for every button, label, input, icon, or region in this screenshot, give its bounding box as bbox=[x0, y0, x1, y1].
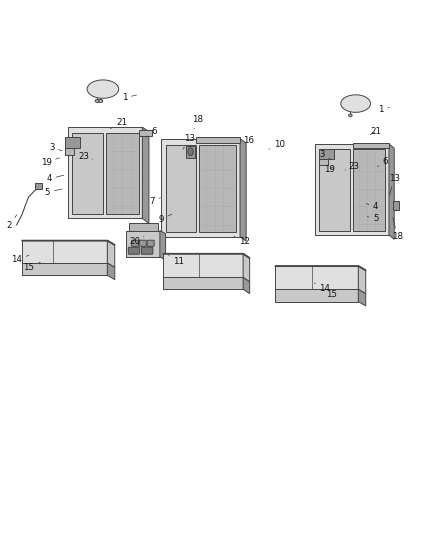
Polygon shape bbox=[389, 144, 394, 239]
Polygon shape bbox=[107, 263, 115, 280]
FancyBboxPatch shape bbox=[141, 247, 153, 254]
Text: 16: 16 bbox=[243, 136, 254, 149]
Polygon shape bbox=[163, 253, 243, 278]
Text: 4: 4 bbox=[366, 201, 378, 211]
Text: 13: 13 bbox=[183, 134, 195, 149]
Polygon shape bbox=[196, 138, 240, 143]
Text: 23: 23 bbox=[78, 151, 93, 160]
Polygon shape bbox=[315, 144, 389, 235]
Text: 1: 1 bbox=[378, 105, 389, 114]
Ellipse shape bbox=[188, 148, 193, 156]
Text: 6: 6 bbox=[146, 127, 157, 137]
Text: 10: 10 bbox=[269, 140, 285, 149]
Text: 14: 14 bbox=[11, 255, 29, 264]
Text: 3: 3 bbox=[319, 150, 331, 159]
Text: 2: 2 bbox=[6, 215, 17, 230]
Polygon shape bbox=[275, 265, 366, 271]
Polygon shape bbox=[22, 263, 107, 275]
Text: 15: 15 bbox=[23, 262, 40, 272]
Polygon shape bbox=[353, 149, 385, 231]
Text: 23: 23 bbox=[345, 162, 360, 171]
Polygon shape bbox=[199, 145, 236, 232]
Text: 19: 19 bbox=[41, 158, 60, 167]
Polygon shape bbox=[107, 240, 115, 268]
Polygon shape bbox=[65, 138, 80, 148]
Text: 1: 1 bbox=[122, 93, 137, 102]
Text: 21: 21 bbox=[370, 127, 381, 136]
Polygon shape bbox=[139, 130, 152, 136]
FancyBboxPatch shape bbox=[147, 240, 154, 246]
Ellipse shape bbox=[341, 95, 371, 112]
Polygon shape bbox=[319, 149, 334, 159]
Polygon shape bbox=[186, 146, 195, 158]
Text: 5: 5 bbox=[45, 188, 62, 197]
Polygon shape bbox=[275, 289, 358, 302]
Ellipse shape bbox=[349, 114, 352, 117]
Polygon shape bbox=[65, 148, 74, 155]
Polygon shape bbox=[163, 278, 243, 289]
Ellipse shape bbox=[87, 80, 119, 98]
FancyBboxPatch shape bbox=[128, 247, 140, 254]
Polygon shape bbox=[243, 278, 250, 294]
Polygon shape bbox=[240, 139, 246, 241]
Polygon shape bbox=[319, 159, 328, 165]
Ellipse shape bbox=[95, 99, 99, 102]
Polygon shape bbox=[358, 265, 366, 294]
Polygon shape bbox=[126, 231, 160, 257]
Text: 3: 3 bbox=[49, 143, 62, 152]
Polygon shape bbox=[393, 201, 399, 211]
Text: 12: 12 bbox=[234, 236, 250, 246]
Text: 14: 14 bbox=[314, 283, 331, 293]
Polygon shape bbox=[142, 127, 149, 223]
Polygon shape bbox=[68, 127, 142, 219]
Text: 21: 21 bbox=[110, 118, 127, 128]
Polygon shape bbox=[353, 143, 389, 148]
Text: 7: 7 bbox=[150, 197, 160, 206]
Text: 18: 18 bbox=[392, 217, 403, 241]
Polygon shape bbox=[35, 183, 42, 189]
Polygon shape bbox=[358, 289, 366, 306]
Polygon shape bbox=[275, 265, 358, 289]
Polygon shape bbox=[72, 133, 103, 214]
Text: 19: 19 bbox=[324, 165, 335, 174]
Polygon shape bbox=[243, 253, 250, 282]
Polygon shape bbox=[22, 240, 115, 246]
Text: 11: 11 bbox=[169, 255, 184, 266]
Polygon shape bbox=[106, 133, 139, 214]
Text: 6: 6 bbox=[378, 157, 388, 167]
Polygon shape bbox=[319, 149, 350, 231]
Text: 13: 13 bbox=[389, 174, 400, 195]
Text: 20: 20 bbox=[129, 237, 144, 246]
Ellipse shape bbox=[99, 99, 102, 102]
Polygon shape bbox=[163, 253, 250, 259]
Polygon shape bbox=[161, 139, 240, 237]
Text: 15: 15 bbox=[321, 290, 338, 300]
Polygon shape bbox=[22, 240, 107, 263]
Text: 4: 4 bbox=[46, 174, 64, 183]
FancyBboxPatch shape bbox=[131, 240, 138, 246]
Polygon shape bbox=[160, 231, 166, 260]
Polygon shape bbox=[166, 145, 196, 232]
Text: 18: 18 bbox=[192, 115, 204, 129]
FancyBboxPatch shape bbox=[139, 240, 146, 246]
Polygon shape bbox=[129, 223, 158, 249]
Text: 9: 9 bbox=[159, 214, 172, 224]
Text: 5: 5 bbox=[367, 214, 378, 223]
